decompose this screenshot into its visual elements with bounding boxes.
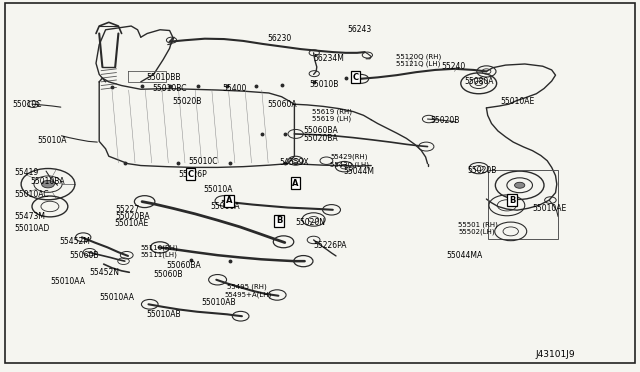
Text: 55044MA: 55044MA — [447, 251, 483, 260]
Text: B: B — [276, 216, 282, 225]
Text: 55010B: 55010B — [310, 80, 339, 89]
Text: 55020BA: 55020BA — [303, 134, 338, 143]
Text: 56243: 56243 — [348, 25, 372, 34]
Text: 55502(LH): 55502(LH) — [458, 229, 495, 235]
Text: 56230: 56230 — [268, 34, 292, 43]
Text: 55020N: 55020N — [296, 218, 326, 227]
Text: 55060BA: 55060BA — [166, 261, 201, 270]
Text: 55226P: 55226P — [178, 170, 207, 179]
Text: A: A — [292, 179, 299, 187]
Text: 55060B: 55060B — [69, 251, 99, 260]
Text: 55010AC: 55010AC — [14, 190, 49, 199]
Text: 55010BC: 55010BC — [152, 84, 187, 93]
Text: 55010AD: 55010AD — [14, 224, 49, 233]
Text: 55010AA: 55010AA — [50, 278, 85, 286]
Text: 55010AE: 55010AE — [532, 204, 567, 213]
Text: 55010A: 55010A — [204, 185, 233, 194]
Text: 55240: 55240 — [442, 62, 466, 71]
Text: 55010BB: 55010BB — [146, 73, 180, 82]
Text: 55020B: 55020B — [467, 166, 497, 175]
Text: 55452N: 55452N — [90, 268, 120, 277]
Text: 55060A: 55060A — [210, 202, 239, 211]
Text: 55010AE: 55010AE — [500, 97, 535, 106]
Bar — [488, 170, 558, 239]
Text: 55227: 55227 — [115, 205, 140, 214]
Text: 55010C: 55010C — [13, 100, 42, 109]
Text: 55430 (LH): 55430 (LH) — [330, 161, 369, 168]
Text: B: B — [509, 196, 515, 205]
Text: 55010C: 55010C — [189, 157, 218, 166]
Text: C: C — [188, 170, 194, 179]
Text: 55060B: 55060B — [154, 270, 183, 279]
Text: 55473M: 55473M — [14, 212, 45, 221]
Text: 55010AA: 55010AA — [99, 293, 134, 302]
Text: 55619 (RH): 55619 (RH) — [312, 108, 352, 115]
Text: 55501 (RH): 55501 (RH) — [458, 221, 498, 228]
Text: 55452M: 55452M — [59, 237, 90, 246]
Text: 55495+A(LH): 55495+A(LH) — [224, 291, 271, 298]
Text: 55226PA: 55226PA — [314, 241, 347, 250]
Text: 55020B: 55020B — [430, 116, 460, 125]
Text: 55080A: 55080A — [465, 77, 494, 86]
Text: 54559X: 54559X — [279, 158, 308, 167]
Text: 55010AB: 55010AB — [146, 310, 180, 319]
Text: C: C — [353, 73, 359, 82]
Text: 55495 (RH): 55495 (RH) — [227, 284, 267, 291]
Text: 55619 (LH): 55619 (LH) — [312, 115, 351, 122]
Circle shape — [515, 182, 525, 188]
Text: A: A — [226, 196, 232, 205]
Text: 55010AE: 55010AE — [114, 219, 148, 228]
Text: 55400: 55400 — [223, 84, 247, 93]
Text: 55010BA: 55010BA — [31, 177, 65, 186]
Text: 55120Q (RH): 55120Q (RH) — [396, 53, 441, 60]
Text: 55419: 55419 — [14, 168, 38, 177]
Text: 55060A: 55060A — [268, 100, 297, 109]
Text: J43101J9: J43101J9 — [535, 350, 575, 359]
Text: 55429(RH): 55429(RH) — [330, 154, 368, 160]
Text: 55010AB: 55010AB — [202, 298, 236, 307]
Text: 55111(LH): 55111(LH) — [141, 252, 178, 259]
Text: 56234M: 56234M — [314, 54, 344, 63]
Text: 55010A: 55010A — [37, 136, 67, 145]
Text: 55020B: 55020B — [173, 97, 202, 106]
Text: 55044M: 55044M — [343, 167, 374, 176]
Text: 55121Q (LH): 55121Q (LH) — [396, 61, 440, 67]
Text: 55020BA: 55020BA — [115, 212, 150, 221]
Text: 55060BA: 55060BA — [303, 126, 338, 135]
Text: 55110(RH): 55110(RH) — [141, 244, 179, 251]
Circle shape — [42, 180, 54, 188]
